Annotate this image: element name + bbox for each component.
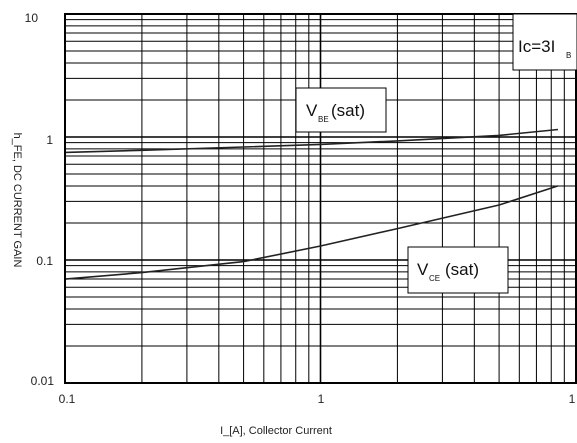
vbe-annotation-main: V xyxy=(306,101,318,120)
vce-annotation-tail: (sat) xyxy=(445,260,479,279)
grid xyxy=(64,14,576,384)
vbe-annotation-tail: (sat) xyxy=(331,101,365,120)
vce-annotation: V CE (sat) xyxy=(407,246,509,294)
vbe-annotation-sub: BE xyxy=(318,115,329,124)
y-tick-label-0.1: 0.1 xyxy=(36,254,53,268)
ic-annotation-sub: B xyxy=(566,51,571,60)
series-line-vbe-sat xyxy=(64,128,559,154)
series-line-vce-sat xyxy=(64,185,559,280)
ic-annotation: Ic=3I B xyxy=(512,13,577,71)
ic-annotation-main: Ic=3I xyxy=(518,37,555,56)
x-tick-label-10: 1 xyxy=(569,392,576,406)
y-axis-label: h_FE, DC CURRENT GAIN xyxy=(11,133,23,268)
vce-annotation-main: V xyxy=(417,260,429,279)
curves xyxy=(64,128,559,280)
y-tick-label-10: 10 xyxy=(25,11,39,25)
x-axis-label: I_[A], Collector Current xyxy=(220,425,332,437)
plot-frame xyxy=(64,13,577,384)
y-tick-label-0.01: 0.01 xyxy=(31,374,55,388)
y-tick-label-1: 1 xyxy=(46,133,53,147)
x-tick-label-0.1: 0.1 xyxy=(59,392,76,406)
vbe-annotation: V BE (sat) xyxy=(295,87,387,133)
vce-annotation-sub: CE xyxy=(429,274,440,283)
x-tick-label-1: 1 xyxy=(318,392,325,406)
